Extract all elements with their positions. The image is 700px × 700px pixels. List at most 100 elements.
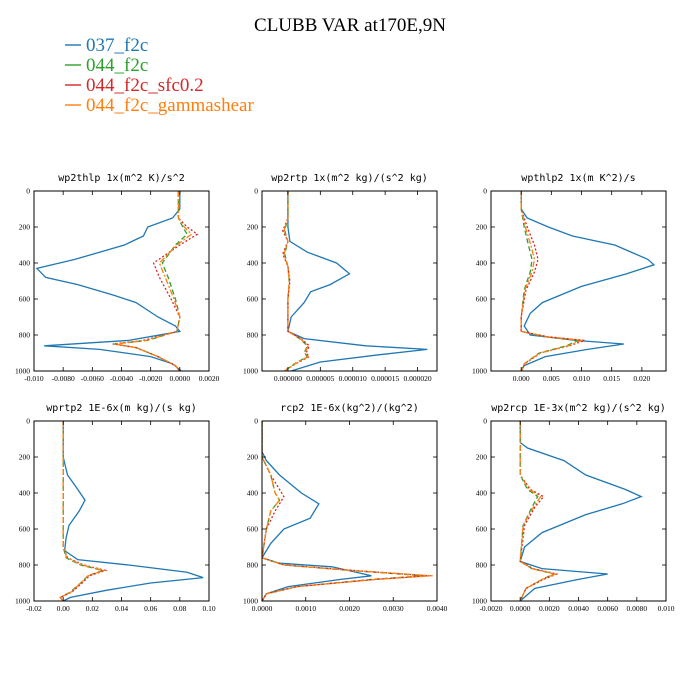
panel-title-0: wp2thlp 1x(m^2 K)/s^2 xyxy=(58,173,184,184)
ytick-label-4-5: 1000 xyxy=(243,597,258,606)
ytick-label-5-3: 600 xyxy=(476,525,488,534)
series-line-0-0 xyxy=(35,191,182,371)
xtick-label-5-2: 0.0020 xyxy=(539,604,560,613)
ytick-label-2-0: 0 xyxy=(483,187,487,196)
xtick-label-5-4: 0.0060 xyxy=(597,604,618,613)
ytick-label-3-5: 1000 xyxy=(15,597,30,606)
xtick-label-1-0: 0.000000 xyxy=(274,374,302,383)
ytick-label-0-3: 600 xyxy=(19,295,31,304)
series-line-5-0 xyxy=(519,421,643,601)
xtick-label-0-5: 0.0000 xyxy=(170,374,191,383)
xtick-label-3-2: 0.02 xyxy=(86,604,99,613)
ytick-label-4-3: 600 xyxy=(247,525,259,534)
xtick-label-2-3: 0.015 xyxy=(603,374,620,383)
ytick-label-0-0: 0 xyxy=(26,187,30,196)
series-line-3-2 xyxy=(59,421,108,601)
ytick-label-0-5: 1000 xyxy=(15,367,30,376)
ytick-label-4-0: 0 xyxy=(254,417,258,426)
panel-3: wprtp2 1E-6x(m kg)/(s kg) 0 200 400 600 800 10… xyxy=(15,403,216,613)
panels: wp2thlp 1x(m^2 K)/s^202004006008001000-0… xyxy=(15,173,675,613)
series-line-0-1 xyxy=(114,191,188,371)
xtick-label-0-6: 0.0020 xyxy=(199,374,220,383)
series-line-2-3 xyxy=(520,191,582,371)
series-line-0-3 xyxy=(115,191,193,371)
xtick-label-0-2: -0.0060 xyxy=(81,374,104,383)
ytick-label-5-5: 1000 xyxy=(472,597,487,606)
series-line-4-2 xyxy=(262,421,429,601)
series-line-1-0 xyxy=(287,191,428,371)
panel-title-2: wpthlp2 1x(m K^2)/s xyxy=(521,173,635,184)
ytick-label-1-5: 1000 xyxy=(243,367,258,376)
xtick-label-0-3: -0.0040 xyxy=(110,374,133,383)
legend-label-2: 044_f2c_sfc0.2 xyxy=(86,75,204,96)
series-line-3-0 xyxy=(62,421,204,601)
ytick-label-3-2: 400 xyxy=(19,489,31,498)
xtick-label-5-1: 0.0000 xyxy=(510,604,531,613)
ytick-label-4-2: 400 xyxy=(247,489,259,498)
ytick-label-2-5: 1000 xyxy=(472,367,487,376)
panel-2: wpthlp2 1x(m K^2)/s 0 200 400 600 800 1000 0.00… xyxy=(472,173,667,383)
series-line-2-0 xyxy=(520,191,656,371)
xtick-label-1-2: 0.000010 xyxy=(339,374,367,383)
xtick-label-5-6: 0.010 xyxy=(658,604,675,613)
ytick-label-1-3: 600 xyxy=(247,295,259,304)
xtick-label-3-6: 0.10 xyxy=(202,604,215,613)
panel-4: rcp2 1E-6x(kg^2)/(kg^2) 0 200 400 600 800 1000… xyxy=(243,403,448,613)
xtick-label-0-4: -0.0020 xyxy=(139,374,162,383)
xtick-label-5-5: 0.0080 xyxy=(627,604,648,613)
series-line-2-2 xyxy=(520,191,585,371)
ytick-label-2-1: 200 xyxy=(476,223,488,232)
xtick-label-3-1: 0.00 xyxy=(57,604,70,613)
xtick-label-4-1: 0.0010 xyxy=(295,604,316,613)
ytick-label-4-4: 800 xyxy=(247,561,259,570)
ytick-label-1-4: 800 xyxy=(247,331,259,340)
panel-title-4: rcp2 1E-6x(kg^2)/(kg^2) xyxy=(280,403,418,414)
xtick-label-2-4: 0.020 xyxy=(633,374,650,383)
figure-title: CLUBB VAR at170E,9N xyxy=(254,15,446,36)
ytick-label-5-4: 800 xyxy=(476,561,488,570)
series-line-3-1 xyxy=(59,421,105,601)
xtick-label-2-0: 0.000 xyxy=(513,374,530,383)
panel-series-3 xyxy=(59,421,204,601)
ytick-label-1-0: 0 xyxy=(254,187,258,196)
ytick-label-0-1: 200 xyxy=(19,223,31,232)
xtick-label-3-3: 0.04 xyxy=(115,604,128,613)
ytick-label-0-2: 400 xyxy=(19,259,31,268)
ytick-label-5-1: 200 xyxy=(476,453,488,462)
panel-frame-3 xyxy=(33,420,210,602)
xtick-label-5-0: -0.0020 xyxy=(479,604,502,613)
series-line-0-2 xyxy=(112,191,199,371)
series-line-2-1 xyxy=(520,191,581,371)
series-line-4-3 xyxy=(262,421,433,601)
panel-frame-2 xyxy=(490,190,667,372)
legend-label-0: 037_f2c xyxy=(86,35,148,56)
ytick-label-3-3: 600 xyxy=(19,525,31,534)
series-line-5-3 xyxy=(519,421,558,601)
ytick-label-0-4: 800 xyxy=(19,331,31,340)
panel-title-5: wp2rcp 1E-3x(m^2 kg)/(s^2 kg) xyxy=(491,403,666,414)
panel-frame-5 xyxy=(490,420,667,602)
xtick-label-3-5: 0.08 xyxy=(173,604,186,613)
ytick-label-2-3: 600 xyxy=(476,295,488,304)
xtick-label-1-3: 0.000015 xyxy=(371,374,399,383)
panel-title-1: wp2rtp 1x(m^2 kg)/(s^2 kg) xyxy=(271,173,428,184)
ytick-label-5-0: 0 xyxy=(483,417,487,426)
ytick-label-1-1: 200 xyxy=(247,223,259,232)
xtick-label-4-4: 0.0040 xyxy=(427,604,448,613)
legend: 037_f2c044_f2c044_f2c_sfc0.2044_f2c_gamm… xyxy=(65,35,254,116)
panel-frame-1 xyxy=(261,190,438,372)
xtick-label-4-2: 0.0020 xyxy=(339,604,360,613)
series-line-5-1 xyxy=(519,421,556,601)
ytick-label-2-4: 800 xyxy=(476,331,488,340)
xtick-label-1-1: 0.000005 xyxy=(306,374,334,383)
xtick-label-3-4: 0.06 xyxy=(144,604,157,613)
xtick-label-4-0: 0.0000 xyxy=(252,604,273,613)
xtick-label-2-1: 0.005 xyxy=(543,374,560,383)
series-line-4-1 xyxy=(262,421,424,601)
xtick-label-0-0: -0.010 xyxy=(24,374,44,383)
ytick-label-3-4: 800 xyxy=(19,561,31,570)
ytick-label-3-1: 200 xyxy=(19,453,31,462)
series-line-1-3 xyxy=(283,191,310,371)
panel-series-1 xyxy=(282,191,428,371)
